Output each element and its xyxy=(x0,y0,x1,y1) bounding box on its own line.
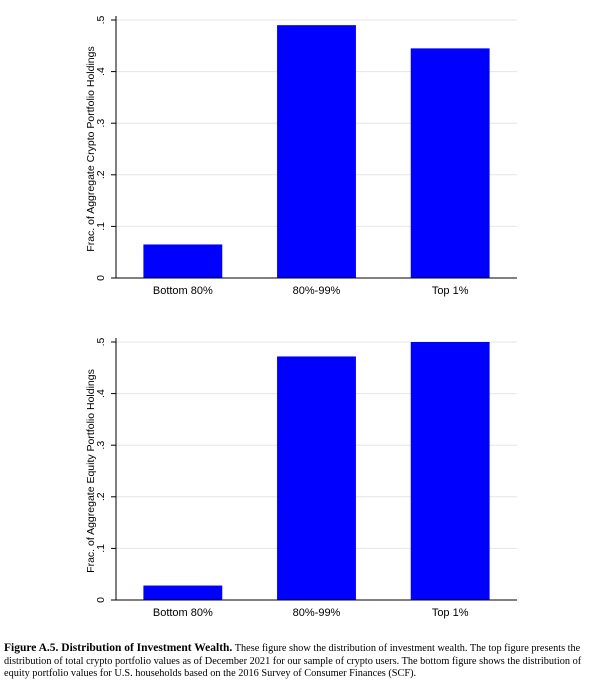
bar xyxy=(410,48,490,278)
x-tick-label: 80%-99% xyxy=(293,285,341,297)
y-tick-label: .2 xyxy=(95,492,107,501)
bar xyxy=(277,356,356,600)
x-tick-label: Bottom 80% xyxy=(153,607,213,619)
y-tick-label: 0 xyxy=(95,275,107,281)
y-axis-label: Frac. of Aggregate Equity Portfolio Hold… xyxy=(85,369,97,573)
y-tick-label: .1 xyxy=(95,544,107,553)
y-tick-label: .3 xyxy=(95,119,107,128)
y-tick-label: .5 xyxy=(95,15,107,24)
y-axis-label: Frac. of Aggregate Crypto Portfolio Hold… xyxy=(85,46,97,251)
bar xyxy=(143,244,223,278)
caption-title: Figure A.5. Distribution of Investment W… xyxy=(4,642,233,654)
x-tick-label: Top 1% xyxy=(432,607,469,619)
x-tick-label: Bottom 80% xyxy=(153,285,213,297)
y-tick-label: .4 xyxy=(95,389,107,398)
y-tick-label: .4 xyxy=(95,67,107,76)
caption-text: These figure show the distribution of in… xyxy=(4,643,582,679)
y-tick-label: .2 xyxy=(95,170,107,179)
bar xyxy=(143,585,223,600)
equity-holdings-chart: Bottom 80% 80%-99% Top 1% 0 .1 .2 .3 .4 .5 Frac. … xyxy=(85,337,517,619)
y-tick-label: 0 xyxy=(95,597,107,603)
crypto-holdings-chart: Bottom 80% 80%-99% Top 1% 0 .1 .2 .3 .4 .5 Frac. … xyxy=(85,15,517,297)
bar xyxy=(277,25,356,278)
x-tick-label: 80%-99% xyxy=(293,607,341,619)
y-tick-label: .3 xyxy=(95,441,107,450)
y-tick-label: .1 xyxy=(95,222,107,231)
y-tick-label: .5 xyxy=(95,337,107,346)
bar xyxy=(410,342,490,600)
x-tick-label: Top 1% xyxy=(432,285,469,297)
figure-caption: Figure A.5. Distribution of Investment W… xyxy=(4,642,598,681)
